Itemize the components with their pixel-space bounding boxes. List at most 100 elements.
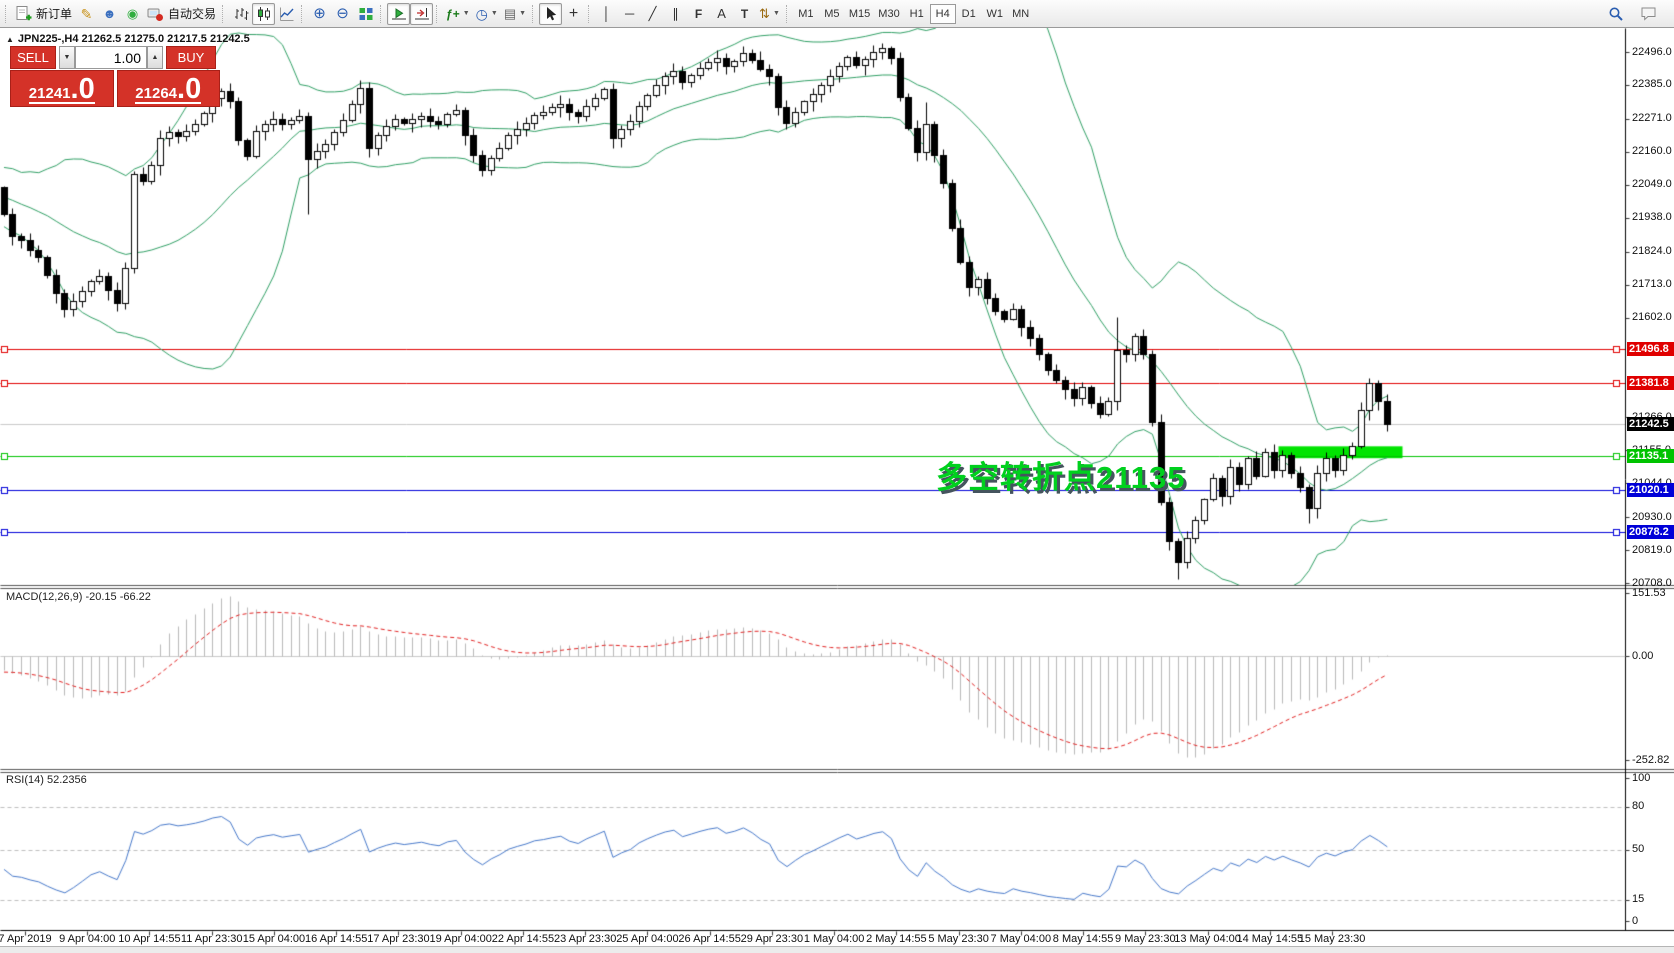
date-tick-label: 13 May 04:00 <box>1174 933 1241 945</box>
axis-tick-label: 22496.0 <box>1632 45 1672 58</box>
date-tick-label: 8 May 14:55 <box>1052 933 1114 945</box>
hline-icon: ─ <box>624 6 635 21</box>
buy-price-box[interactable]: 21264 .0 <box>116 70 220 107</box>
timeframe-w1[interactable]: W1 <box>986 7 1003 20</box>
axis-tick-label: 50 <box>1632 843 1645 855</box>
toolbar-grip <box>222 4 225 23</box>
autotrading-button[interactable]: 自动交易 <box>144 3 219 25</box>
date-tick-label: 14 May 14:55 <box>1236 933 1304 945</box>
metaeditor-button[interactable]: ✎ <box>75 3 98 25</box>
line-chart-button[interactable] <box>275 3 298 25</box>
date-tick-label: 17 Apr 23:30 <box>367 933 430 945</box>
text-label-button[interactable]: T <box>733 3 756 25</box>
indicators-dropdown-icon[interactable]: ▼ <box>462 10 470 17</box>
timeframe-h1[interactable]: H1 <box>909 7 924 20</box>
buy-button[interactable]: BUY <box>166 46 216 69</box>
axis-tick-label: -252.82 <box>1632 753 1670 766</box>
axis-tick-label: 0 <box>1632 914 1639 927</box>
rsi-indicator-label: RSI(14) 52.2356 <box>6 774 87 786</box>
sell-price-pip: .0 <box>70 73 95 106</box>
date-tick-label: 2 May 14:55 <box>866 933 927 945</box>
shift-icon <box>414 6 430 22</box>
new-order-button[interactable]: 新订单 <box>12 3 75 25</box>
date-tick-label: 19 Apr 04:00 <box>429 933 492 945</box>
indicators-button[interactable]: ƒ+ ▼ <box>443 3 473 25</box>
zoom-in-button[interactable]: ⊕ <box>308 3 331 25</box>
date-tick-label: 1 May 04:00 <box>803 933 865 945</box>
axis-tick-label: 20930.0 <box>1632 510 1672 523</box>
date-tick-label: 7 Apr 2019 <box>0 933 52 945</box>
one-click-collapse-icon[interactable]: ▲ <box>6 34 14 44</box>
toolbar-grip <box>785 4 789 23</box>
templates-button[interactable]: ▤ ▼ <box>501 3 529 25</box>
timeframe-m30[interactable]: M30 <box>878 7 900 20</box>
chat-button[interactable] <box>1637 3 1660 25</box>
chart-shift-button[interactable] <box>410 2 434 25</box>
axis-tick-label: 22049.0 <box>1632 178 1672 191</box>
arrows-dropdown-icon[interactable]: ▼ <box>772 10 780 17</box>
crosshair-button[interactable]: + <box>562 3 585 25</box>
resistance-price-tag: 21381.8 <box>1627 375 1674 390</box>
sell-price-box[interactable]: 21241 .0 <box>10 70 114 107</box>
zoom-out-button[interactable]: ⊖ <box>331 3 354 25</box>
symbol-header: ▲ JPN225-,H4 21262.5 21275.0 21217.5 212… <box>6 33 250 45</box>
volume-up-button[interactable]: ▲ <box>147 46 163 69</box>
axis-tick-label: 100 <box>1632 771 1651 784</box>
timeframe-m15[interactable]: M15 <box>848 7 871 20</box>
new-order-label: 新订单 <box>36 7 73 21</box>
search-button[interactable] <box>1604 3 1627 25</box>
macd-indicator-label: MACD(12,26,9) -20.15 -66.22 <box>6 591 151 603</box>
template-icon: ▤ <box>503 6 517 21</box>
templates-dropdown-icon[interactable]: ▼ <box>519 10 527 17</box>
axis-tick-label: 151.53 <box>1632 586 1666 599</box>
volume-input[interactable] <box>75 46 147 69</box>
chart-area[interactable] <box>0 28 1674 946</box>
trendline-button[interactable]: ╱ <box>641 3 664 25</box>
support-price-tag: 20878.2 <box>1627 525 1674 540</box>
periods-button[interactable]: ◷ ▼ <box>473 3 501 25</box>
timeframe-d1[interactable]: D1 <box>961 7 976 20</box>
zoomout-icon: ⊖ <box>336 5 349 22</box>
fibonacci-button[interactable]: F <box>687 3 710 25</box>
axis-tick-label: 20819.0 <box>1632 543 1672 556</box>
person-icon: ☻ <box>102 6 117 21</box>
timeframe-m1[interactable]: M1 <box>798 7 814 20</box>
equidistant-channel-button[interactable]: ∥ <box>664 3 687 25</box>
axis-tick-label: 22385.0 <box>1632 78 1672 91</box>
date-tick-label: 10 Apr 14:55 <box>118 933 181 945</box>
axis-tick-label: 21713.0 <box>1632 278 1672 291</box>
timeframe-mn[interactable]: MN <box>1012 7 1030 20</box>
vertical-line-button[interactable]: │ <box>595 3 618 25</box>
toolbar-grip <box>380 4 383 23</box>
search-icon <box>1608 6 1624 22</box>
tile-windows-button[interactable] <box>354 3 377 25</box>
timeframe-h4[interactable]: H4 <box>929 3 956 24</box>
bar-chart-button[interactable] <box>229 3 252 25</box>
horizontal-line-button[interactable]: ─ <box>618 3 641 25</box>
date-tick-label: 5 May 23:30 <box>928 933 989 945</box>
signals-button[interactable]: ◉ <box>121 3 144 25</box>
pencil-icon: ✎ <box>80 5 93 22</box>
community-button[interactable]: ☻ <box>98 3 121 25</box>
buy-price-main: 21264 <box>135 85 178 102</box>
tiles-icon <box>358 6 374 22</box>
signal-icon: ◉ <box>126 6 139 21</box>
current-price-price-tag: 21242.5 <box>1627 417 1674 432</box>
zoomin-icon: ⊕ <box>313 5 326 22</box>
fibo-icon: F <box>694 6 703 21</box>
sell-button[interactable]: SELL <box>10 46 56 69</box>
volume-down-button[interactable]: ▼ <box>59 46 75 69</box>
axis-tick-label: 20708.0 <box>1632 576 1672 589</box>
cursor-button[interactable] <box>539 2 563 25</box>
bars-icon <box>233 6 249 22</box>
arrows-button[interactable]: ⇅ ▼ <box>756 3 783 25</box>
timeframe-m5[interactable]: M5 <box>824 7 840 20</box>
auto-scroll-button[interactable] <box>387 2 411 25</box>
candlestick-chart-button[interactable] <box>252 2 276 25</box>
date-tick-label: 15 May 23:30 <box>1298 933 1366 945</box>
date-tick-label: 23 Apr 23:30 <box>553 933 617 945</box>
doc-plus-icon <box>15 5 32 22</box>
axis-tick-label: 21824.0 <box>1632 245 1672 258</box>
text-button[interactable]: A <box>710 3 733 25</box>
periods-dropdown-icon[interactable]: ▼ <box>490 10 498 17</box>
